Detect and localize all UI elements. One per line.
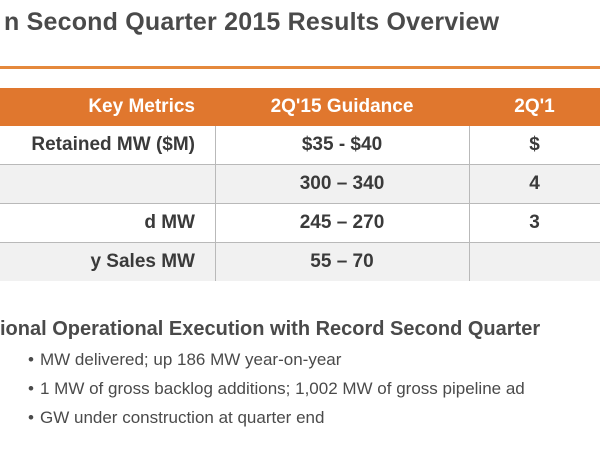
- row-actual: 3: [529, 212, 540, 233]
- row-metric: Retained MW ($M): [31, 134, 195, 155]
- header-actual: 2Q'1: [514, 96, 555, 117]
- bullet-marker-icon: •: [28, 408, 34, 427]
- column-divider: [469, 126, 470, 281]
- key-metrics-table: Key Metrics 2Q'15 Guidance 2Q'1 Retained…: [0, 88, 600, 281]
- row-guidance: 300 – 340: [299, 173, 385, 194]
- table-header: Key Metrics 2Q'15 Guidance 2Q'1: [0, 88, 600, 126]
- row-actual: $: [529, 134, 540, 155]
- header-guidance: 2Q'15 Guidance: [270, 96, 414, 117]
- table-row: 300 – 340 4: [0, 165, 600, 204]
- highlight-bullet: • 1 MW of gross backlog additions; 1,002 …: [0, 379, 600, 399]
- row-guidance: $35 - $40: [301, 134, 383, 155]
- table-row: d MW 245 – 270 3: [0, 204, 600, 243]
- table-row: y Sales MW 55 – 70: [0, 243, 600, 281]
- row-actual: 4: [529, 173, 540, 194]
- table-row: Retained MW ($M) $35 - $40 $: [0, 126, 600, 165]
- row-metric: d MW: [144, 212, 195, 233]
- bullet-marker-icon: •: [28, 350, 34, 369]
- column-divider: [215, 126, 216, 281]
- row-guidance: 55 – 70: [310, 251, 374, 272]
- slide-title: n Second Quarter 2015 Results Overview: [4, 8, 500, 36]
- row-guidance: 245 – 270: [299, 212, 385, 233]
- header-key-metrics: Key Metrics: [88, 96, 195, 117]
- row-metric: y Sales MW: [90, 251, 195, 272]
- title-divider: [0, 66, 600, 69]
- highlight-bullet: • MW delivered; up 186 MW year-on-year: [0, 350, 600, 370]
- highlights-title: ional Operational Execution with Record …: [0, 318, 541, 340]
- bullet-marker-icon: •: [28, 379, 34, 398]
- highlight-bullet: • GW under construction at quarter end: [0, 408, 600, 428]
